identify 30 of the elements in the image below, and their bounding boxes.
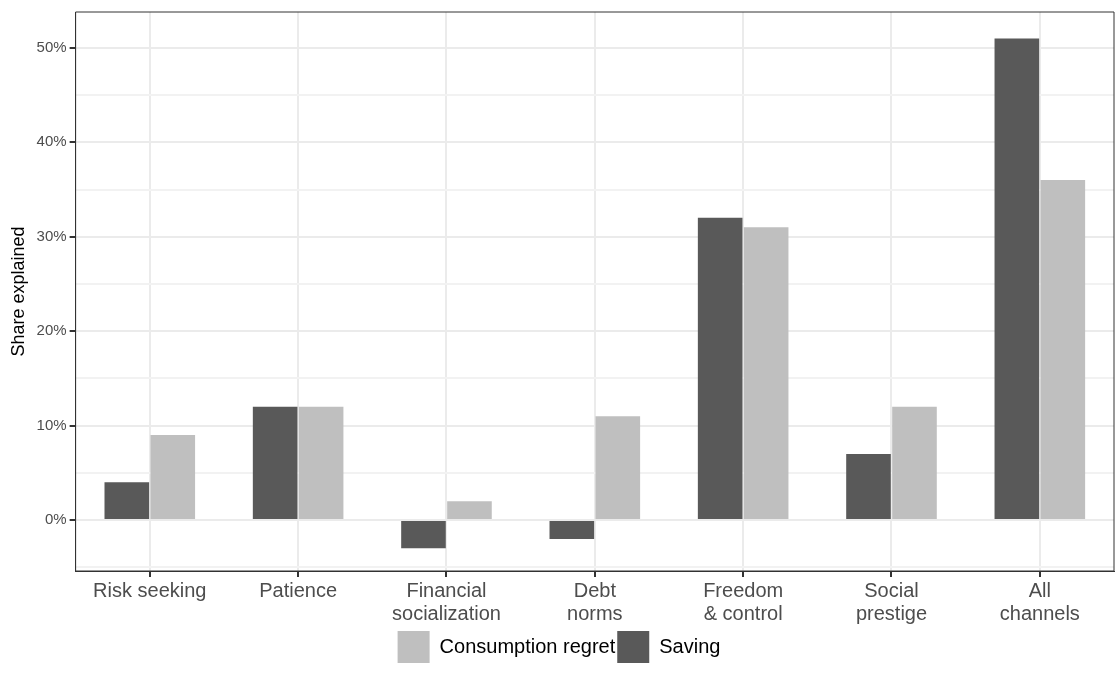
bar [846,453,891,520]
bar [595,416,641,520]
x-tick-label: Freedom & control [703,579,784,625]
y-tick-label: 20% [36,321,67,339]
x-tick-label: Social prestige [855,579,928,625]
x-tick-label: Risk seeking [93,579,207,602]
bar [150,435,196,520]
bar [549,521,595,539]
bar [447,501,492,520]
y-tick-label: 30% [36,226,67,244]
bar [697,217,743,520]
bar [743,227,789,520]
bar [1040,180,1086,520]
bar [994,38,1040,520]
x-tick-label: Financial socialization [391,579,501,625]
legend-label: Saving [659,634,721,657]
y-tick-label: 40% [36,132,67,150]
y-axis-title: Share explained [7,226,28,357]
bar [401,521,446,549]
bar [252,406,298,520]
y-tick-label: 50% [36,38,67,56]
bar [104,482,150,520]
x-tick-label: Debt norms [567,579,623,625]
x-tick-label: All channels [999,579,1080,625]
y-tick-label: 0% [44,510,67,528]
y-tick-label: 10% [36,415,67,433]
x-tick-label: Patience [259,579,338,602]
legend-label: Consumption regret [439,634,616,657]
bar [892,406,937,520]
bar [298,406,344,520]
